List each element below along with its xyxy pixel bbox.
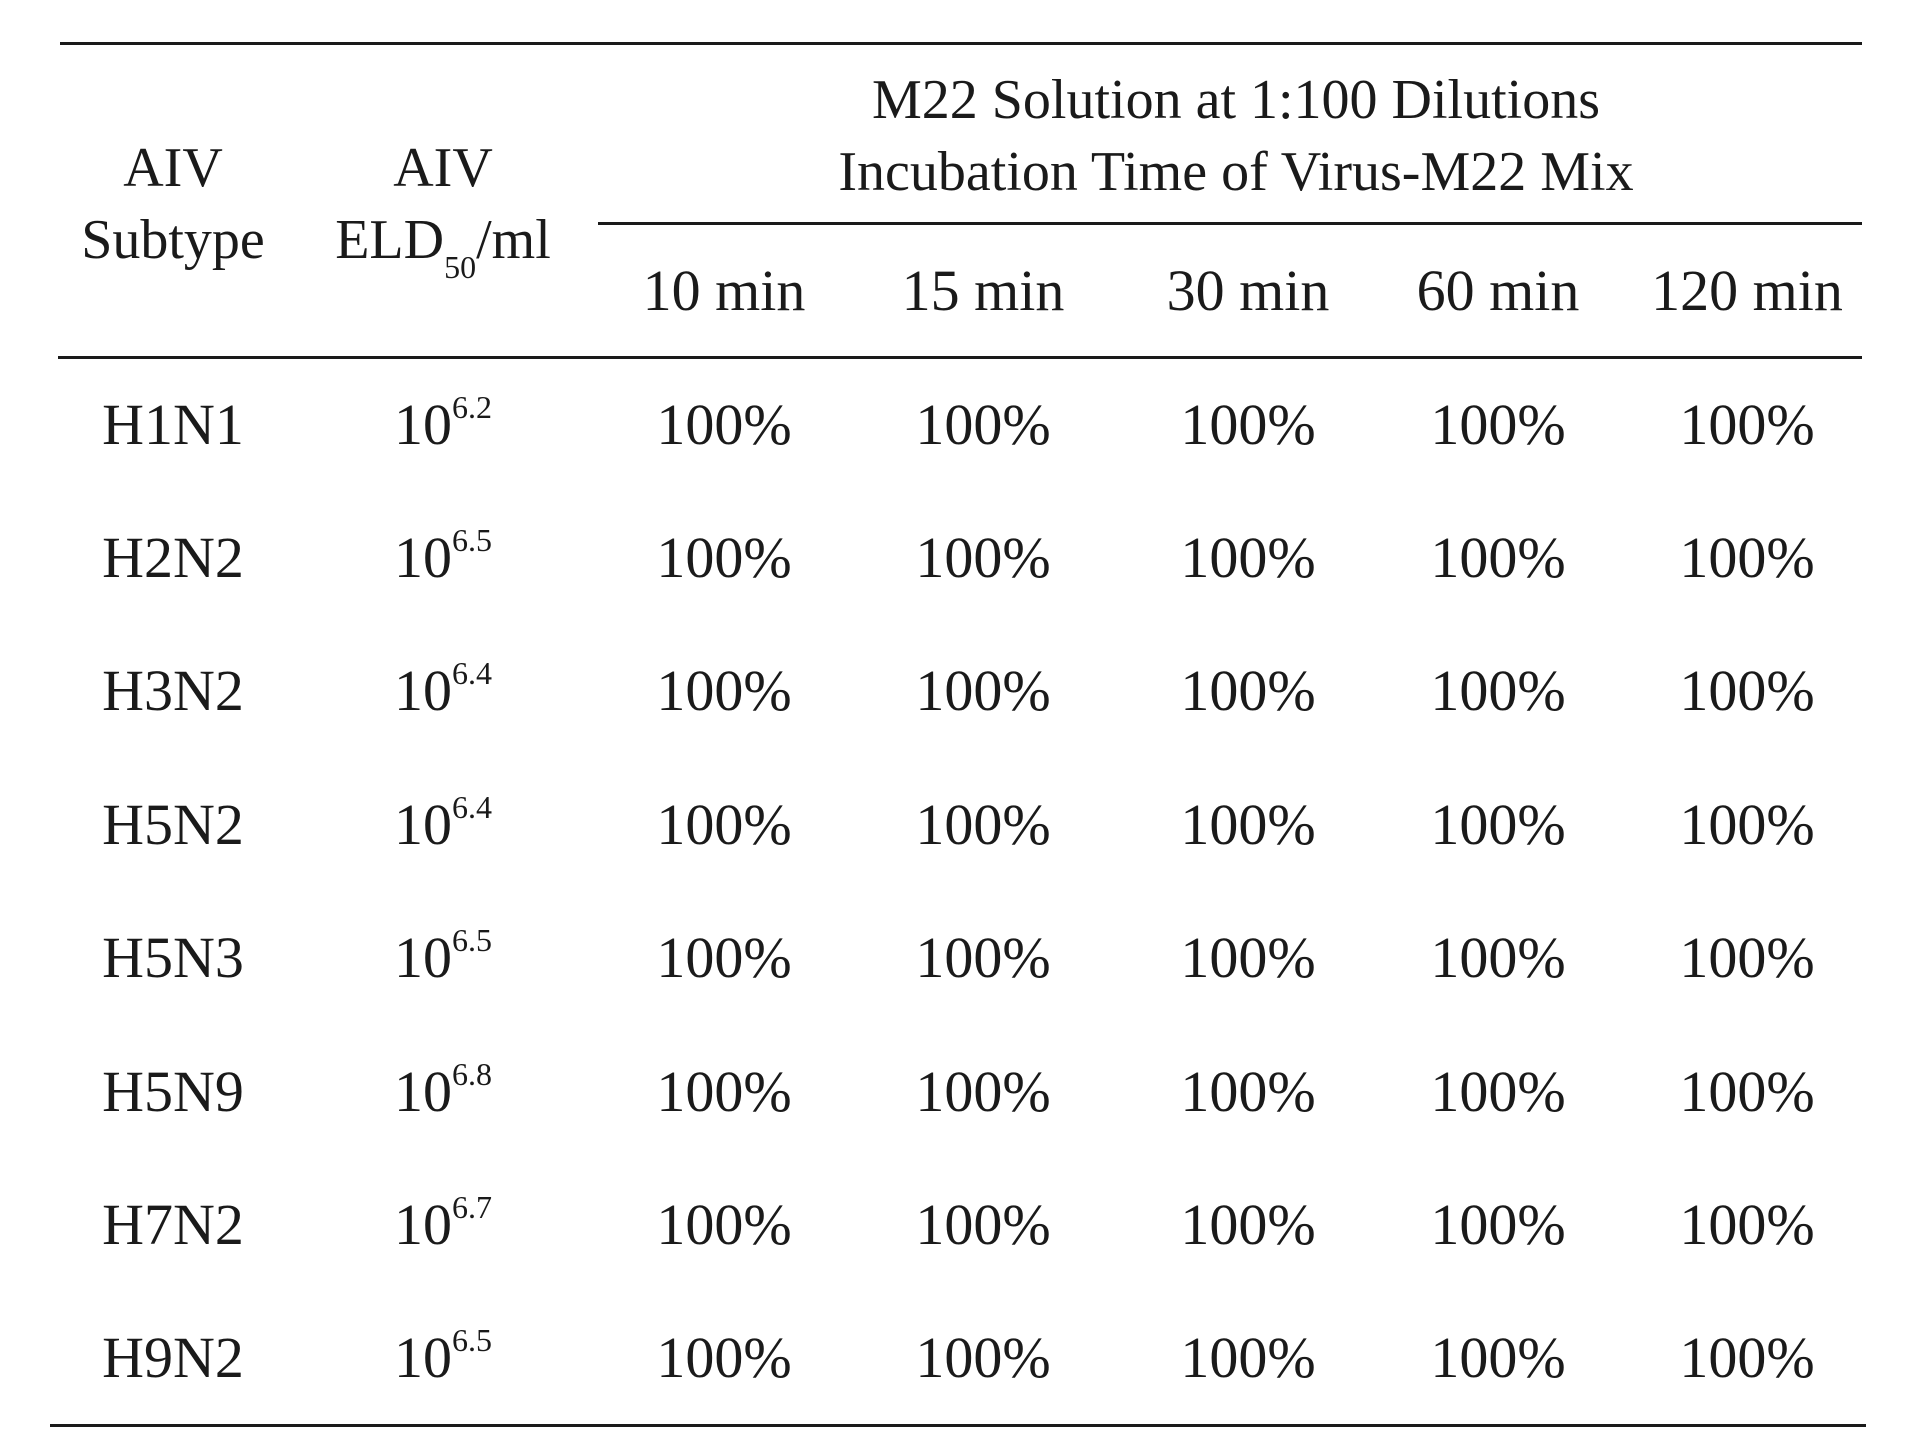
value-cell: 100% xyxy=(1679,658,1815,723)
table-bottom-rule xyxy=(50,1424,1866,1427)
eld-base: 10 xyxy=(394,525,452,590)
value-cell: 100% xyxy=(1430,1059,1566,1124)
eld-exponent: 6.2 xyxy=(452,388,492,425)
eld-base: 10 xyxy=(394,1192,452,1257)
subtype-cell: H9N2 xyxy=(102,1325,244,1390)
eld-exponent: 6.5 xyxy=(452,921,492,958)
column-header-time: 10 min xyxy=(642,258,806,323)
value-cell: 100% xyxy=(656,1192,792,1257)
value-cell: 100% xyxy=(915,392,1051,457)
value-cell: 100% xyxy=(1180,525,1316,590)
eld-exponent: 6.8 xyxy=(452,1055,492,1092)
header-bottom-rule xyxy=(58,356,1862,359)
table-top-rule xyxy=(60,42,1862,45)
value-cell: 100% xyxy=(1430,1325,1566,1390)
eld-exponent: 6.7 xyxy=(452,1188,492,1225)
value-cell: 100% xyxy=(1679,392,1815,457)
eld-exponent: 6.4 xyxy=(452,654,492,691)
value-cell: 100% xyxy=(1180,925,1316,990)
value-cell: 100% xyxy=(1180,1325,1316,1390)
eld-base: 10 xyxy=(394,925,452,990)
eld-cell: 106.5 xyxy=(394,1324,492,1387)
eld-base: 10 xyxy=(394,792,452,857)
subtype-cell: H5N2 xyxy=(102,792,244,857)
value-cell: 100% xyxy=(915,658,1051,723)
value-cell: 100% xyxy=(1430,1192,1566,1257)
value-cell: 100% xyxy=(656,1059,792,1124)
value-cell: 100% xyxy=(915,792,1051,857)
subtype-cell: H7N2 xyxy=(102,1192,244,1257)
column-header-time: 120 min xyxy=(1651,258,1843,323)
header-subtype-line2: Subtype xyxy=(81,209,265,271)
eld-base: 10 xyxy=(394,1059,452,1124)
value-cell: 100% xyxy=(1679,525,1815,590)
value-cell: 100% xyxy=(1180,392,1316,457)
group-header-rule xyxy=(598,222,1862,225)
eld-exponent: 6.4 xyxy=(452,788,492,825)
value-cell: 100% xyxy=(1679,925,1815,990)
value-cell: 100% xyxy=(1430,658,1566,723)
eld-cell: 106.7 xyxy=(394,1191,492,1254)
column-header-time: 60 min xyxy=(1416,258,1580,323)
value-cell: 100% xyxy=(1180,1059,1316,1124)
header-group-line2: Incubation Time of Virus-M22 Mix xyxy=(838,141,1634,203)
value-cell: 100% xyxy=(915,1059,1051,1124)
header-eld-subscript: 50 xyxy=(444,249,477,286)
column-header-time: 30 min xyxy=(1166,258,1330,323)
value-cell: 100% xyxy=(1430,925,1566,990)
value-cell: 100% xyxy=(1679,1059,1815,1124)
eld-exponent: 6.5 xyxy=(452,521,492,558)
eld-cell: 106.5 xyxy=(394,524,492,587)
column-header-time: 15 min xyxy=(901,258,1065,323)
value-cell: 100% xyxy=(915,1192,1051,1257)
value-cell: 100% xyxy=(656,525,792,590)
eld-cell: 106.2 xyxy=(394,391,492,454)
subtype-cell: H1N1 xyxy=(102,392,244,457)
subtype-cell: H5N3 xyxy=(102,925,244,990)
eld-base: 10 xyxy=(394,392,452,457)
value-cell: 100% xyxy=(1430,392,1566,457)
value-cell: 100% xyxy=(656,925,792,990)
value-cell: 100% xyxy=(656,658,792,723)
subtype-cell: H5N9 xyxy=(102,1059,244,1124)
value-cell: 100% xyxy=(1180,658,1316,723)
header-eld-line2: ELD50/ml xyxy=(335,209,551,283)
value-cell: 100% xyxy=(1180,1192,1316,1257)
subtype-cell: H3N2 xyxy=(102,658,244,723)
eld-exponent: 6.5 xyxy=(452,1321,492,1358)
value-cell: 100% xyxy=(1180,792,1316,857)
eld-cell: 106.8 xyxy=(394,1058,492,1121)
header-eld-suffix: /ml xyxy=(476,209,551,271)
value-cell: 100% xyxy=(656,792,792,857)
value-cell: 100% xyxy=(1679,1192,1815,1257)
eld-cell: 106.5 xyxy=(394,924,492,987)
value-cell: 100% xyxy=(1430,525,1566,590)
value-cell: 100% xyxy=(656,392,792,457)
header-eld-prefix: ELD xyxy=(335,209,445,271)
value-cell: 100% xyxy=(915,1325,1051,1390)
value-cell: 100% xyxy=(1679,792,1815,857)
value-cell: 100% xyxy=(656,1325,792,1390)
header-eld-line1: AIV xyxy=(393,137,493,199)
eld-cell: 106.4 xyxy=(394,791,492,854)
value-cell: 100% xyxy=(1430,792,1566,857)
value-cell: 100% xyxy=(915,925,1051,990)
header-subtype-line1: AIV xyxy=(123,137,223,199)
subtype-cell: H2N2 xyxy=(102,525,244,590)
eld-cell: 106.4 xyxy=(394,657,492,720)
eld-base: 10 xyxy=(394,658,452,723)
eld-base: 10 xyxy=(394,1325,452,1390)
value-cell: 100% xyxy=(915,525,1051,590)
header-group-line1: M22 Solution at 1:100 Dilutions xyxy=(871,69,1601,131)
value-cell: 100% xyxy=(1679,1325,1815,1390)
